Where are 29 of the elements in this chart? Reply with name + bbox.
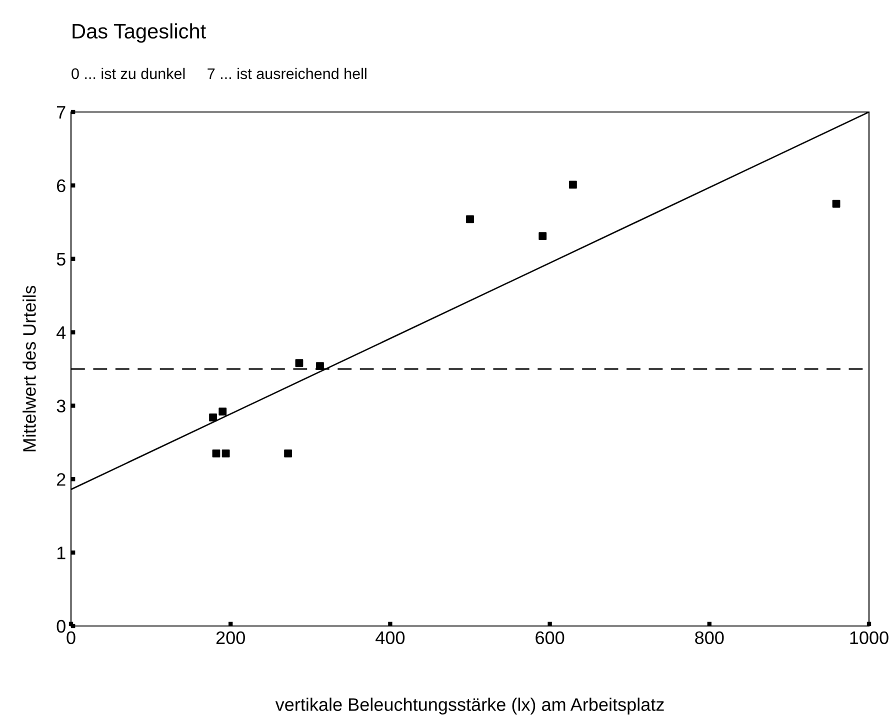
x-tick-label: 800 — [695, 631, 724, 644]
y-axis-title: Mittelwert des Urteils — [22, 286, 36, 452]
y-tick-label: 7 — [57, 106, 66, 119]
point — [209, 414, 217, 422]
point — [212, 449, 220, 458]
x-tick-label: 200 — [216, 631, 245, 644]
x-tick-label: 400 — [376, 631, 405, 644]
x-tick-label: 1000 — [850, 631, 888, 644]
y-tick-label: 2 — [57, 473, 66, 486]
y-tick-label: 1 — [57, 546, 66, 560]
point — [832, 200, 840, 208]
y-tick-label: 5 — [56, 252, 66, 266]
point — [284, 449, 292, 458]
point — [218, 408, 227, 416]
point — [568, 180, 577, 189]
x-axis-title: vertikale Beleuchtungsstärke (lx) am Arbeitsplatz — [275, 698, 664, 715]
point — [466, 215, 474, 224]
point — [316, 362, 324, 370]
x-tick-label: 600 — [536, 631, 564, 644]
y-tick-label: 6 — [57, 179, 66, 192]
x-tick-label: 0 — [66, 631, 76, 644]
y-tick-label: 0 — [56, 620, 66, 633]
point — [222, 449, 230, 458]
chart-subtitle: 0 ... ist zu dunkel 7 ... ist ausreichend hell — [72, 68, 366, 80]
point — [295, 359, 304, 368]
y-tick-label: 3 — [56, 400, 66, 412]
chart-title: Das Tageslicht — [72, 23, 206, 43]
y-tick-label: 4 — [56, 326, 66, 339]
point — [538, 232, 547, 240]
